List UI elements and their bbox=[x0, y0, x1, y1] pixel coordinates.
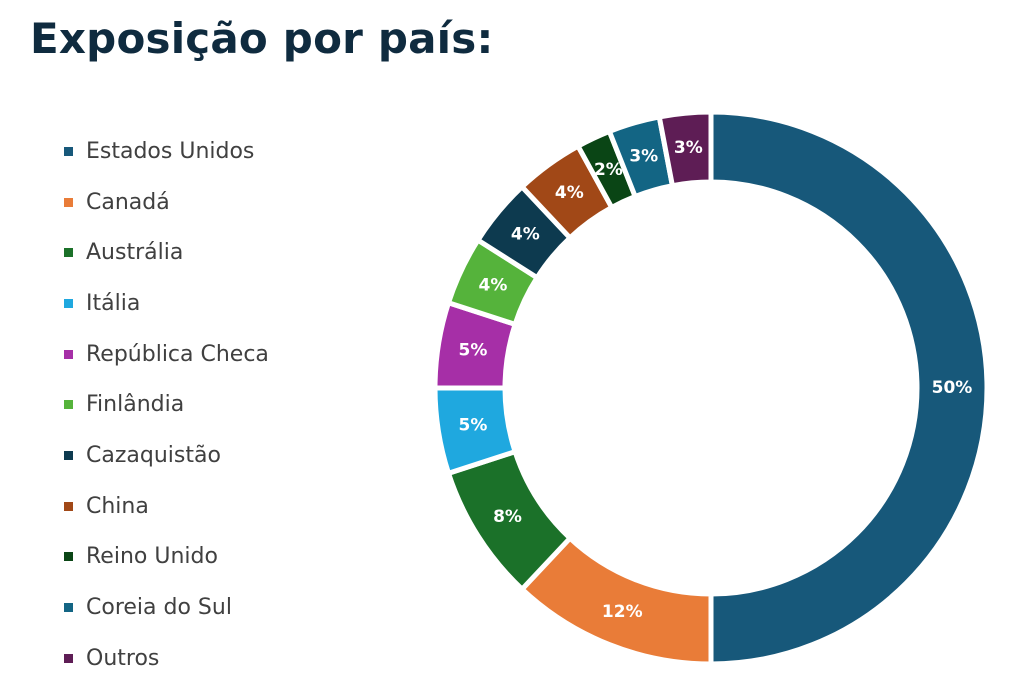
legend-label: Itália bbox=[86, 290, 141, 316]
slice-outros bbox=[656, 109, 714, 189]
legend-label: República Checa bbox=[86, 341, 269, 367]
legend-swatch bbox=[64, 146, 73, 156]
data-label-outros: 3% bbox=[674, 138, 703, 158]
legend-swatch bbox=[64, 552, 73, 562]
legend-label: Estados Unidos bbox=[86, 138, 255, 164]
slice-estados-unidos bbox=[708, 109, 990, 667]
legend-label: Canadá bbox=[86, 189, 170, 215]
legend-swatch bbox=[64, 400, 73, 410]
legend-swatch bbox=[64, 197, 73, 207]
legend-item-estados-unidos: Estados Unidos bbox=[64, 126, 269, 177]
legend-label: Coreia do Sul bbox=[86, 595, 232, 621]
data-label-finlandia: 4% bbox=[478, 275, 507, 295]
legend-item-outros: Outros bbox=[64, 633, 269, 684]
data-label-coreia-do-sul: 3% bbox=[629, 147, 658, 167]
legend-item-australia: Austrália bbox=[64, 227, 269, 278]
data-label-canada: 12% bbox=[602, 602, 643, 622]
legend-swatch bbox=[64, 298, 73, 308]
legend-swatch bbox=[64, 603, 73, 613]
legend-swatch bbox=[64, 248, 73, 258]
legend-swatch bbox=[64, 450, 73, 460]
data-label-australia: 8% bbox=[493, 507, 522, 527]
legend-item-republica-checa: República Checa bbox=[64, 329, 269, 380]
legend-item-finlandia: Finlândia bbox=[64, 379, 269, 430]
data-label-china: 4% bbox=[555, 183, 584, 203]
data-label-reino-unido: 2% bbox=[594, 160, 623, 180]
data-label-cazaquistao: 4% bbox=[511, 224, 540, 244]
legend-label: Cazaquistão bbox=[86, 442, 221, 468]
legend-item-coreia-do-sul: Coreia do Sul bbox=[64, 582, 269, 633]
legend-item-china: China bbox=[64, 481, 269, 532]
data-label-estados-unidos: 50% bbox=[932, 378, 973, 398]
legend-swatch bbox=[64, 349, 73, 359]
legend-label: Reino Unido bbox=[86, 544, 218, 570]
chart-title: Exposição por país: bbox=[30, 14, 494, 63]
legend-label: Austrália bbox=[86, 240, 184, 266]
legend-label: Outros bbox=[86, 645, 160, 671]
legend-swatch bbox=[64, 501, 73, 511]
data-label-italia: 5% bbox=[459, 416, 488, 436]
legend-label: China bbox=[86, 493, 149, 519]
legend-item-italia: Itália bbox=[64, 278, 269, 329]
legend-item-cazaquistao: Cazaquistão bbox=[64, 430, 269, 481]
legend-swatch bbox=[64, 653, 73, 663]
legend-item-reino-unido: Reino Unido bbox=[64, 532, 269, 583]
chart-legend: Estados Unidos Canadá Austrália Itália Repúb… bbox=[64, 126, 269, 684]
legend-label: Finlândia bbox=[86, 392, 185, 418]
data-label-republica-checa: 5% bbox=[459, 340, 488, 360]
legend-item-canada: Canadá bbox=[64, 177, 269, 228]
